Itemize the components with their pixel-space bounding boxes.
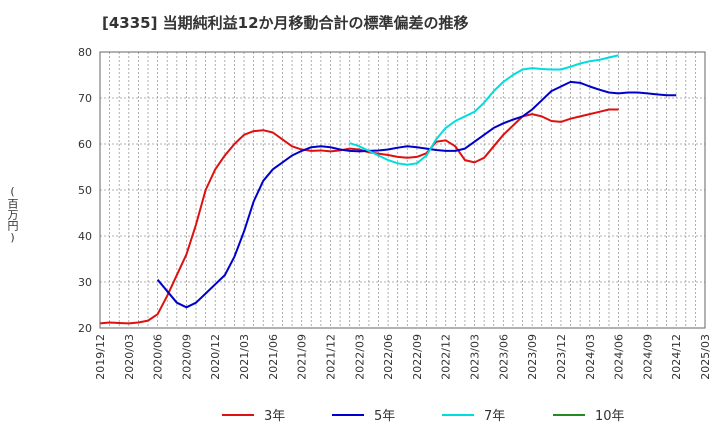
chart-title: [4335] 当期純利益12か月移動合計の標準偏差の推移 bbox=[102, 14, 469, 32]
x-tick-label: 2024/09 bbox=[641, 334, 654, 380]
x-tick-label: 2021/12 bbox=[324, 334, 337, 380]
y-tick-label: 20 bbox=[78, 322, 92, 335]
series-line-3 bbox=[349, 54, 619, 166]
series-layer bbox=[99, 54, 677, 325]
legend-label-1: 3年 bbox=[264, 409, 285, 424]
legend: 3年 5年 7年 10年 bbox=[222, 409, 625, 424]
x-tick-label: 2025/03 bbox=[699, 334, 712, 380]
x-tick-label: 2019/12 bbox=[94, 334, 107, 380]
series-line-1 bbox=[99, 108, 619, 325]
x-tick-label: 2024/06 bbox=[613, 334, 626, 380]
x-tick-label: 2023/03 bbox=[469, 334, 482, 380]
x-tick-label: 2020/12 bbox=[209, 334, 222, 380]
plot-frame bbox=[99, 51, 706, 329]
y-tick-label: 30 bbox=[78, 276, 92, 289]
x-tick-label: 2023/09 bbox=[526, 334, 539, 380]
grid-layer bbox=[100, 52, 705, 328]
x-tick-label: 2023/06 bbox=[497, 334, 510, 380]
y-tick-layer: 20 30 40 50 60 70 80 bbox=[78, 46, 92, 335]
y-tick-label: 80 bbox=[78, 46, 92, 59]
legend-label-3: 7年 bbox=[484, 409, 505, 424]
x-tick-label: 2022/03 bbox=[353, 334, 366, 380]
x-tick-label: 2024/12 bbox=[670, 334, 683, 380]
x-tick-label: 2022/12 bbox=[440, 334, 453, 380]
x-tick-label: 2021/03 bbox=[238, 334, 251, 380]
y-tick-label: 60 bbox=[78, 138, 92, 151]
y-axis-label: (百万円) bbox=[6, 185, 19, 244]
x-tick-label: 2021/09 bbox=[296, 334, 309, 380]
x-tick-label: 2022/06 bbox=[382, 334, 395, 380]
x-tick-label: 2022/09 bbox=[411, 334, 424, 380]
y-tick-label: 50 bbox=[78, 184, 92, 197]
x-tick-label: 2020/03 bbox=[123, 334, 136, 380]
x-tick-layer: 2019/12 2020/03 2020/06 2020/09 2020/12 2021/… bbox=[94, 334, 712, 380]
x-tick-label: 2024/03 bbox=[584, 334, 597, 380]
y-tick-label: 40 bbox=[78, 230, 92, 243]
legend-label-4: 10年 bbox=[595, 409, 625, 424]
legend-label-2: 5年 bbox=[374, 409, 395, 424]
x-tick-label: 2020/06 bbox=[152, 334, 165, 380]
x-tick-label: 2020/09 bbox=[180, 334, 193, 380]
y-tick-label: 70 bbox=[78, 92, 92, 105]
x-tick-label: 2023/12 bbox=[555, 334, 568, 380]
series-line-2 bbox=[156, 80, 677, 309]
x-tick-label: 2021/06 bbox=[267, 334, 280, 380]
